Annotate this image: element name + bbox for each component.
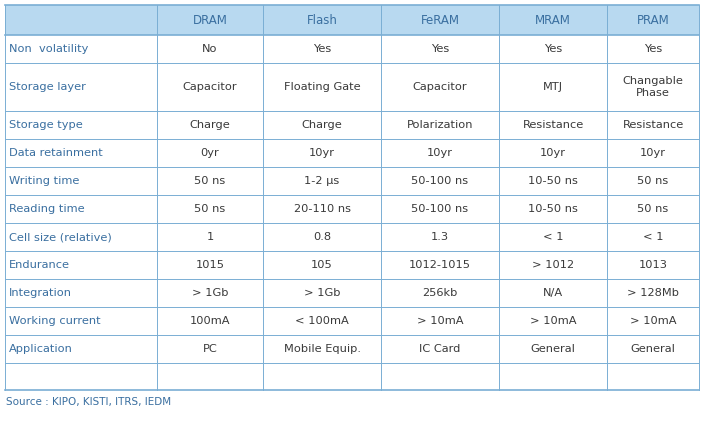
- Bar: [5, 195, 699, 223]
- Text: > 10mA: > 10mA: [529, 316, 577, 326]
- Text: Yes: Yes: [644, 44, 662, 54]
- Bar: [5, 335, 699, 363]
- Text: > 1Gb: > 1Gb: [191, 288, 228, 298]
- Text: < 1: < 1: [643, 232, 663, 242]
- Bar: [5, 251, 699, 279]
- Text: 1-2 μs: 1-2 μs: [304, 176, 339, 186]
- Text: 50 ns: 50 ns: [637, 204, 669, 214]
- Bar: [5, 111, 699, 139]
- Text: > 10mA: > 10mA: [417, 316, 463, 326]
- Text: 256kb: 256kb: [422, 288, 458, 298]
- Text: Flash: Flash: [306, 13, 337, 27]
- Text: > 1Gb: > 1Gb: [303, 288, 340, 298]
- Text: Endurance: Endurance: [9, 260, 70, 270]
- Text: 50 ns: 50 ns: [194, 176, 225, 186]
- Text: 0.8: 0.8: [313, 232, 331, 242]
- Text: Yes: Yes: [431, 44, 449, 54]
- Text: Storage type: Storage type: [9, 120, 83, 130]
- Text: Yes: Yes: [313, 44, 331, 54]
- Text: FeRAM: FeRAM: [420, 13, 460, 27]
- Text: 10yr: 10yr: [309, 148, 335, 158]
- Text: < 100mA: < 100mA: [295, 316, 349, 326]
- Text: General: General: [631, 344, 675, 354]
- Text: 0yr: 0yr: [201, 148, 220, 158]
- Text: Capacitor: Capacitor: [182, 82, 237, 92]
- Text: Floating Gate: Floating Gate: [284, 82, 360, 92]
- Text: 1013: 1013: [639, 260, 667, 270]
- Text: PC: PC: [203, 344, 218, 354]
- Text: Charge: Charge: [301, 120, 342, 130]
- Text: N/A: N/A: [543, 288, 563, 298]
- Text: MTJ: MTJ: [543, 82, 563, 92]
- Bar: [5, 167, 699, 195]
- Text: 10yr: 10yr: [540, 148, 566, 158]
- Text: 1015: 1015: [196, 260, 225, 270]
- Text: Data retainment: Data retainment: [9, 148, 103, 158]
- Text: DRAM: DRAM: [193, 13, 227, 27]
- Text: MRAM: MRAM: [535, 13, 571, 27]
- Bar: [5, 139, 699, 167]
- Text: 50-100 ns: 50-100 ns: [411, 204, 469, 214]
- Text: 100mA: 100mA: [190, 316, 230, 326]
- Bar: [5, 35, 699, 63]
- Text: 1.3: 1.3: [431, 232, 449, 242]
- Text: Writing time: Writing time: [9, 176, 80, 186]
- Text: Non  volatility: Non volatility: [9, 44, 89, 54]
- Text: 10yr: 10yr: [640, 148, 666, 158]
- Text: Capacitor: Capacitor: [413, 82, 467, 92]
- Text: Integration: Integration: [9, 288, 73, 298]
- Text: 1012-1015: 1012-1015: [409, 260, 471, 270]
- Bar: [5, 307, 699, 335]
- Text: Storage layer: Storage layer: [9, 82, 86, 92]
- Text: 105: 105: [311, 260, 333, 270]
- Text: Cell size (relative): Cell size (relative): [9, 232, 112, 242]
- Bar: [5, 223, 699, 251]
- Text: No: No: [202, 44, 218, 54]
- Text: Source : KIPO, KISTI, ITRS, IEDM: Source : KIPO, KISTI, ITRS, IEDM: [6, 397, 172, 407]
- Text: General: General: [531, 344, 575, 354]
- Text: Resistance: Resistance: [522, 120, 584, 130]
- Text: 1: 1: [206, 232, 213, 242]
- Text: Charge: Charge: [189, 120, 230, 130]
- Text: Working current: Working current: [9, 316, 101, 326]
- Text: > 128Mb: > 128Mb: [627, 288, 679, 298]
- Text: Yes: Yes: [544, 44, 562, 54]
- Text: IC Card: IC Card: [420, 344, 460, 354]
- Bar: [5, 279, 699, 307]
- Text: 10-50 ns: 10-50 ns: [528, 204, 578, 214]
- Text: Changable
Phase: Changable Phase: [622, 76, 684, 98]
- Text: Application: Application: [9, 344, 73, 354]
- Text: 10-50 ns: 10-50 ns: [528, 176, 578, 186]
- Text: PRAM: PRAM: [636, 13, 670, 27]
- Text: 20-110 ns: 20-110 ns: [294, 204, 351, 214]
- Text: > 1012: > 1012: [532, 260, 574, 270]
- Bar: [5, 63, 699, 111]
- Text: > 10mA: > 10mA: [630, 316, 677, 326]
- Text: 10yr: 10yr: [427, 148, 453, 158]
- Text: Resistance: Resistance: [622, 120, 684, 130]
- Bar: [5, 5, 699, 35]
- Text: Mobile Equip.: Mobile Equip.: [284, 344, 360, 354]
- Text: Polarization: Polarization: [407, 120, 473, 130]
- Text: 50 ns: 50 ns: [637, 176, 669, 186]
- Text: Reading time: Reading time: [9, 204, 85, 214]
- Text: 50 ns: 50 ns: [194, 204, 225, 214]
- Text: 50-100 ns: 50-100 ns: [411, 176, 469, 186]
- Text: < 1: < 1: [543, 232, 563, 242]
